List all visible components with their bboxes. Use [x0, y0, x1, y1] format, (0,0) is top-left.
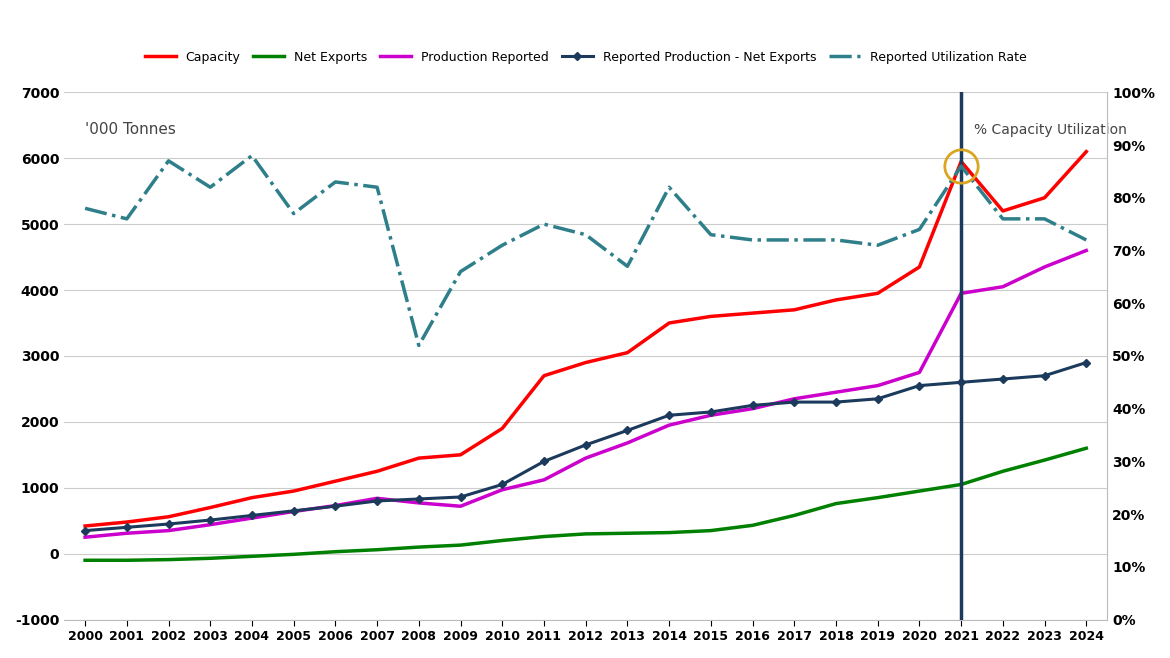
Text: '000 Tonnes: '000 Tonnes [85, 122, 176, 137]
Legend: Capacity, Net Exports, Production Reported, Reported Production - Net Exports, R: Capacity, Net Exports, Production Report… [139, 46, 1032, 69]
Text: % Capacity Utilization: % Capacity Utilization [973, 123, 1127, 138]
